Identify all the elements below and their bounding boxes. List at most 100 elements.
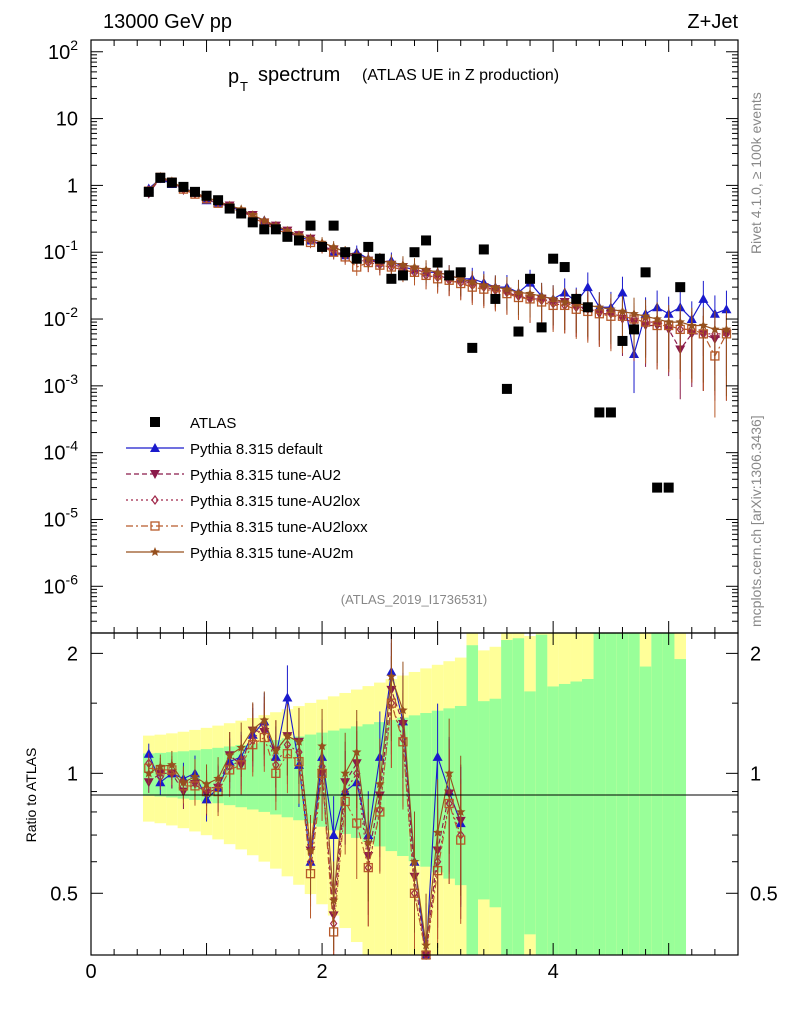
series-point [479, 280, 489, 290]
atlas-point [455, 267, 466, 278]
band-1sigma [628, 633, 640, 955]
atlas-point [675, 282, 686, 293]
atlas-point [386, 273, 397, 284]
y-tick-label: 10 [56, 109, 78, 131]
series-point [363, 253, 373, 263]
x-tick-label: 0 [85, 961, 96, 983]
x-tick-label: 4 [548, 961, 559, 983]
band-1sigma [570, 681, 583, 955]
series-line [148, 177, 727, 335]
y-tick-label: 102 [48, 37, 78, 64]
atlas-point [605, 407, 616, 418]
band-1sigma [512, 638, 525, 955]
plot-title-p: p [228, 66, 239, 88]
ratio-point [167, 759, 177, 769]
ratio-point [328, 830, 339, 840]
plot-title-paren: (ATLAS UE in Z production) [362, 67, 559, 84]
series-point [710, 324, 720, 334]
band-1sigma [304, 734, 317, 824]
series-point [582, 282, 593, 292]
main-plot-frame [90, 39, 739, 634]
band-1sigma [616, 633, 629, 955]
series-point [386, 257, 397, 267]
header-energy: 13000 GeV pp [103, 11, 232, 33]
legend-marker [151, 495, 159, 505]
atlas-point [559, 262, 570, 273]
legend-entry: ATLAS [190, 415, 236, 432]
mcplots-label: mcplots.cern.ch [arXiv:1306.3436] [748, 415, 764, 627]
band-1sigma [651, 633, 663, 955]
y-tick-label: 10-3 [43, 371, 78, 398]
ratio-y-tick-label: 2 [67, 643, 78, 665]
ratio-point [259, 715, 270, 725]
legend-marker [150, 547, 160, 556]
ratio-point [248, 724, 258, 734]
ratio-y-axis-label: Ratio to ATLAS [23, 748, 39, 843]
atlas-point [328, 220, 339, 231]
atlas-point [178, 181, 189, 192]
y-tick-label: 1 [67, 175, 78, 197]
ratio-point [398, 705, 408, 715]
band-1sigma [258, 741, 271, 812]
series-point [721, 304, 732, 314]
series-point [398, 259, 408, 269]
series-point [617, 287, 628, 297]
atlas-point [143, 186, 154, 197]
ratio-point [444, 768, 454, 778]
ratio-point [340, 768, 350, 778]
plot-title-word: spectrum [258, 64, 340, 86]
plot-title-sub: T [240, 79, 248, 94]
y-tick-label: 10-2 [43, 304, 78, 331]
atlas-point [201, 190, 212, 201]
atlas-point [640, 267, 651, 278]
atlas-point [525, 273, 536, 284]
atlas-point [155, 172, 166, 183]
plot-title: p T spectrum (ATLAS UE in Z production) [228, 64, 559, 94]
band-1sigma [662, 633, 675, 955]
series-point [559, 297, 570, 306]
atlas-point [629, 324, 640, 335]
atlas-point [317, 241, 328, 252]
series-point [259, 215, 270, 225]
ratio-point [305, 845, 316, 855]
atlas-point [374, 253, 385, 264]
ratio-point [144, 768, 154, 778]
y-tick-label: 10-6 [43, 571, 78, 598]
ratio-line [148, 676, 462, 946]
ratio-point [363, 837, 373, 847]
series-point [432, 267, 443, 277]
atlas-point [571, 293, 582, 304]
band-1sigma [547, 686, 559, 955]
band-1sigma [466, 645, 479, 955]
band-1sigma [362, 724, 375, 843]
ratio-point [432, 827, 443, 837]
rivet-label: Rivet 4.1.0, ≥ 100k events [748, 92, 764, 254]
series-point [629, 308, 639, 318]
ratio-point [409, 856, 420, 866]
band-1sigma [524, 691, 536, 935]
atlas-point [247, 217, 258, 228]
series-point [421, 264, 431, 274]
atlas-point [617, 335, 628, 346]
atlas-point [490, 293, 501, 304]
atlas-point [189, 186, 200, 197]
atlas-point [548, 253, 559, 264]
legend-entry: Pythia 8.315 tune-AU2 [190, 467, 341, 484]
ratio-point [375, 779, 385, 789]
ratio-point [432, 751, 443, 761]
legend-marker-atlas [150, 417, 160, 427]
x-tick-label: 2 [317, 961, 328, 983]
ratio-point [352, 747, 362, 757]
atlas-point [513, 326, 524, 337]
series-point [548, 293, 558, 303]
ratio-point [190, 771, 200, 781]
ratio-point [213, 773, 223, 783]
band-1sigma [605, 633, 617, 955]
series-point [467, 276, 477, 286]
series-point [409, 262, 420, 272]
legend-entry: Pythia 8.315 tune-AU2lox [190, 493, 361, 510]
series-point [513, 287, 524, 297]
ratio-point [178, 777, 189, 787]
series-point [640, 311, 651, 321]
atlas-point [282, 231, 293, 242]
